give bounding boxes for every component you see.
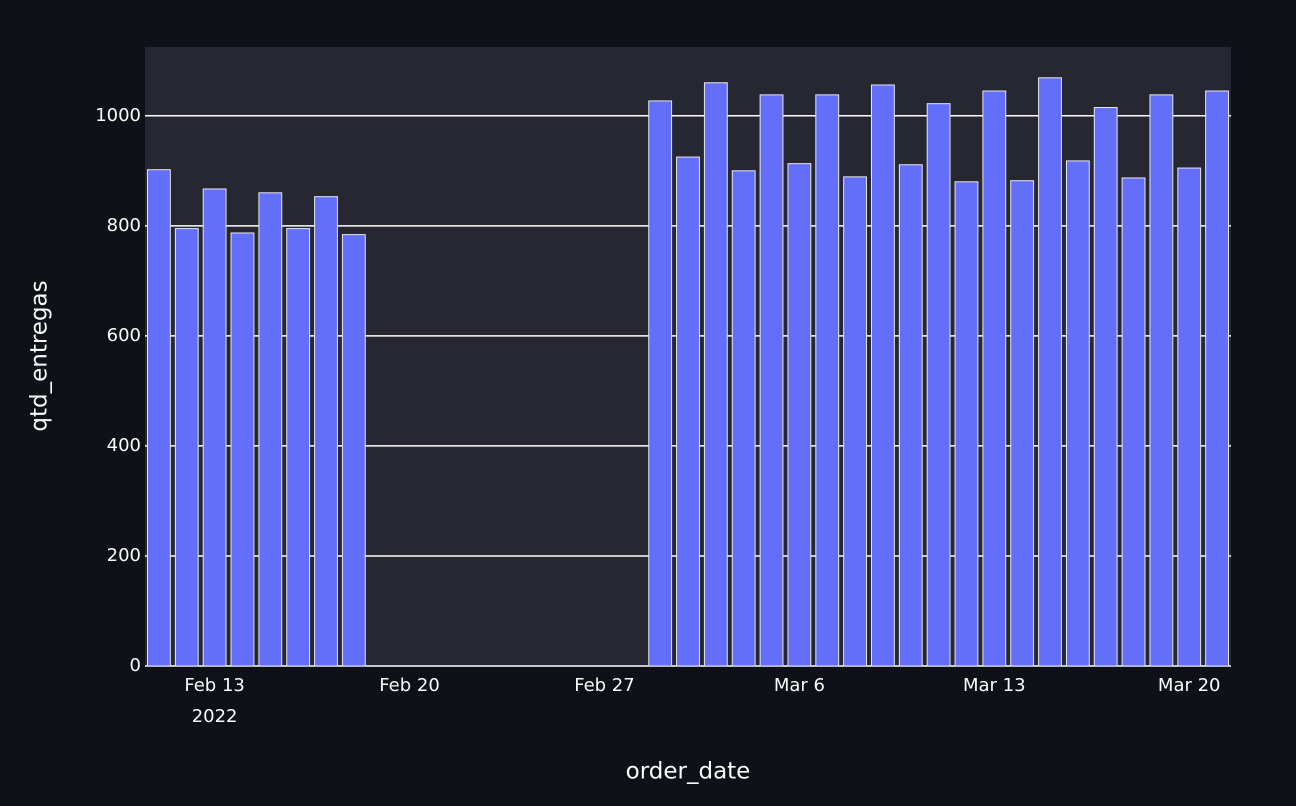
- bar: [787, 163, 812, 667]
- bar: [898, 164, 923, 667]
- y-tick-label: 1000: [95, 105, 141, 126]
- bar: [202, 188, 227, 667]
- y-tick-label: 400: [107, 435, 141, 456]
- bar: [954, 181, 979, 667]
- bar: [648, 100, 673, 667]
- bar: [1177, 167, 1202, 667]
- bar: [1093, 107, 1118, 667]
- bar: [926, 103, 951, 667]
- x-tick-label: Feb 20: [379, 675, 440, 696]
- y-axis-title: qtd_entregas: [27, 280, 53, 431]
- bar: [341, 234, 366, 667]
- x-tick-label: Feb 13: [184, 675, 245, 696]
- x-year-label: 2022: [192, 706, 238, 727]
- bar: [731, 170, 756, 667]
- bar: [314, 196, 338, 667]
- bar: [759, 94, 784, 667]
- bar: [230, 232, 255, 667]
- bar: [676, 156, 700, 667]
- bar: [286, 228, 311, 667]
- bar: [258, 192, 283, 667]
- bar: [871, 84, 895, 667]
- bar: [147, 169, 171, 667]
- bar: [1121, 177, 1146, 667]
- y-tick-label: 600: [107, 325, 141, 346]
- y-tick-label: 200: [107, 545, 141, 566]
- bar: [1149, 94, 1174, 667]
- y-tick-label: 0: [130, 655, 141, 676]
- bar: [815, 94, 840, 667]
- bar: [1065, 160, 1090, 667]
- bar: [1038, 77, 1062, 667]
- x-tick-label: Mar 13: [963, 675, 1026, 696]
- bar: [982, 90, 1007, 667]
- x-tick-label: Mar 6: [774, 675, 825, 696]
- y-tick-label: 800: [107, 215, 141, 236]
- bar: [1205, 90, 1229, 667]
- bar: [843, 176, 867, 667]
- x-axis-title: order_date: [626, 759, 751, 785]
- x-tick-label: Feb 27: [574, 675, 635, 696]
- bar: [703, 82, 728, 667]
- x-tick-label: Mar 20: [1158, 675, 1221, 696]
- bar: [1010, 180, 1035, 667]
- bar: [174, 228, 199, 667]
